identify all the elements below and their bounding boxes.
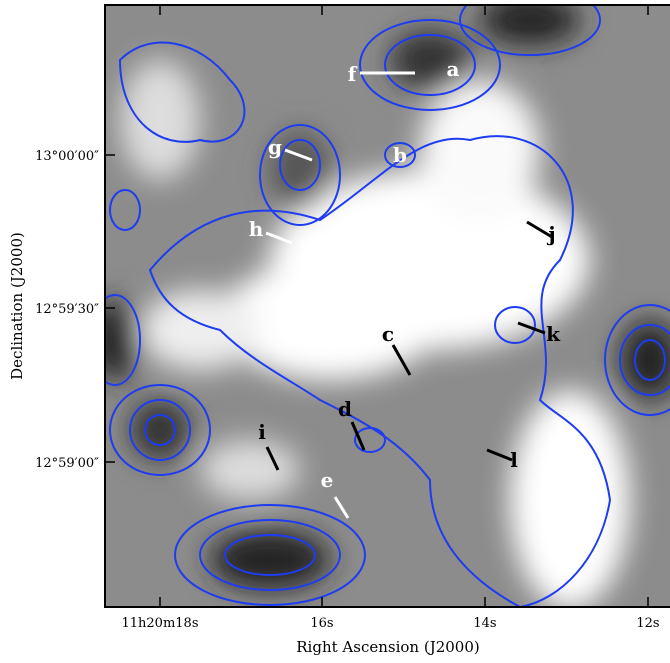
source-label: l <box>510 448 518 472</box>
y-tick-label: 13°00′00″ <box>35 149 99 164</box>
x-tick-label: 16s <box>310 616 333 631</box>
source-label: f <box>348 62 358 86</box>
y-tick-label: 12°59′00″ <box>35 456 99 471</box>
source-label: c <box>382 322 394 346</box>
x-tick-label: 12s <box>636 616 659 631</box>
source-label: b <box>393 143 407 167</box>
source-label: a <box>447 57 460 81</box>
source-label: d <box>338 397 352 421</box>
source-label: e <box>321 468 334 492</box>
figure: a b c d e f g h i j k l Right Ascension (J2000) Dec… <box>0 0 670 659</box>
source-label: h <box>249 217 264 241</box>
source-label: i <box>258 420 266 444</box>
x-tick-label: 11h20m18s <box>122 616 199 631</box>
source-label: j <box>546 222 555 246</box>
x-axis-label: Right Ascension (J2000) <box>296 638 479 656</box>
source-label: k <box>546 322 561 346</box>
y-tick-label: 12°59′30″ <box>35 302 99 317</box>
y-axis-label: Declination (J2000) <box>8 232 26 380</box>
x-tick-label: 14s <box>473 616 496 631</box>
source-label: g <box>268 135 282 159</box>
sky-image <box>90 0 670 610</box>
